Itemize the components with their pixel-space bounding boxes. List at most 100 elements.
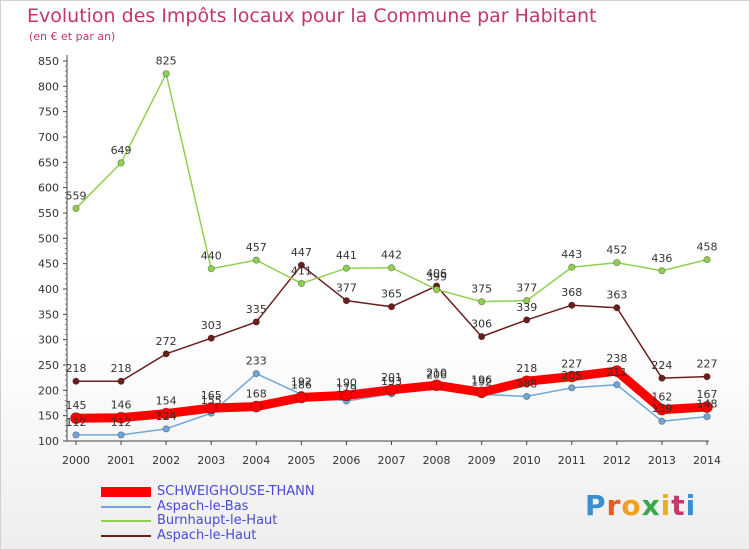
data-point (340, 389, 353, 402)
logo-letter: P (585, 489, 607, 522)
x-tick-label: 2003 (197, 454, 225, 467)
data-label: 452 (606, 244, 627, 257)
data-point (565, 370, 578, 383)
data-point (297, 261, 305, 269)
x-tick-label: 2000 (62, 454, 90, 467)
y-tick-label: 200 (38, 384, 59, 397)
y-tick-label: 600 (38, 182, 59, 195)
data-label: 825 (156, 55, 177, 68)
x-tick-label: 2001 (107, 454, 135, 467)
data-point (430, 379, 443, 392)
data-label: 363 (606, 289, 627, 302)
data-label: 227 (697, 358, 718, 371)
data-label: 443 (561, 248, 582, 261)
data-point (613, 259, 621, 267)
data-label: 649 (111, 144, 132, 157)
data-point (387, 303, 396, 311)
y-tick-label: 150 (38, 410, 59, 423)
y-tick-label: 650 (38, 156, 59, 169)
x-tick-label: 2002 (152, 454, 180, 467)
chart-title: Evolution des Impôts locaux pour la Comm… (27, 5, 597, 27)
data-point (72, 431, 80, 439)
data-point (568, 263, 576, 271)
data-label: 193 (381, 375, 402, 388)
data-label: 559 (66, 189, 87, 202)
data-label: 201 (381, 371, 402, 384)
data-label: 179 (336, 382, 357, 395)
data-point (72, 377, 80, 385)
x-tick-label: 2011 (558, 454, 586, 467)
data-point (656, 403, 668, 416)
data-label: 441 (336, 249, 357, 262)
data-point (613, 381, 621, 389)
chart-series (70, 70, 713, 439)
data-point (252, 370, 260, 378)
legend-item-burnhaupt-le-haut: Burnhaupt-le-Haut (101, 513, 315, 529)
data-point (162, 70, 170, 78)
data-point (432, 285, 441, 294)
data-point (207, 265, 215, 273)
x-tick-label: 2009 (468, 454, 496, 467)
data-label: 306 (471, 318, 492, 331)
data-point (523, 392, 531, 401)
data-point (72, 204, 80, 213)
data-label: 457 (246, 241, 267, 254)
data-point (252, 256, 260, 264)
data-point (252, 318, 260, 326)
y-tick-label: 250 (38, 359, 59, 372)
data-label: 399 (426, 271, 447, 284)
logo-letter: i (660, 489, 672, 522)
data-label: 406 (426, 267, 447, 280)
data-point (342, 264, 351, 272)
legend-item-aspach-le-bas: Aspach-le-Bas (101, 499, 315, 515)
y-tick-label: 450 (38, 258, 59, 271)
data-point (117, 377, 125, 385)
data-point (658, 417, 666, 425)
data-point (568, 384, 576, 392)
data-label: 365 (381, 288, 402, 301)
data-point (568, 301, 576, 309)
legend-item-schweighouse-thann: SCHWEIGHOUSE-THANN (101, 484, 315, 500)
data-label: 303 (201, 319, 222, 332)
data-point (342, 297, 351, 305)
y-tick-label: 800 (38, 80, 59, 93)
data-label: 375 (471, 283, 492, 296)
data-point (117, 159, 125, 167)
data-label: 162 (651, 391, 672, 404)
data-label: 224 (651, 359, 672, 372)
data-label: 211 (606, 366, 627, 379)
y-tick-label: 400 (38, 283, 59, 296)
data-label: 210 (426, 366, 447, 379)
data-point (162, 350, 170, 358)
data-point (520, 375, 533, 388)
data-point (701, 401, 713, 413)
y-tick-label: 700 (38, 131, 59, 144)
data-label: 205 (561, 369, 582, 382)
data-point (160, 407, 173, 420)
y-tick-label: 100 (38, 435, 59, 448)
y-tick-label: 350 (38, 308, 59, 321)
data-point (162, 425, 170, 433)
data-label: 233 (246, 355, 267, 368)
logo-letter: x (641, 489, 661, 522)
proxiti-logo: Proxiti (585, 489, 696, 522)
data-label: 165 (201, 389, 222, 402)
data-point (205, 402, 218, 414)
data-point (478, 298, 486, 306)
data-point (117, 431, 125, 439)
data-point (475, 386, 488, 399)
data-point (478, 333, 486, 341)
logo-letter: o (621, 489, 642, 522)
x-tick-label: 2014 (693, 454, 721, 467)
data-point (613, 304, 621, 312)
legend-label: Aspach-le-Haut (157, 527, 257, 543)
data-point (385, 383, 398, 396)
legend-label: SCHWEIGHOUSE-THANN (157, 484, 315, 499)
data-label: 436 (651, 252, 672, 265)
data-label: 377 (516, 282, 537, 295)
data-point (297, 279, 305, 288)
data-point (295, 391, 308, 404)
data-label: 154 (156, 395, 177, 408)
data-label: 442 (381, 249, 402, 262)
logo-letter: t (671, 489, 686, 522)
